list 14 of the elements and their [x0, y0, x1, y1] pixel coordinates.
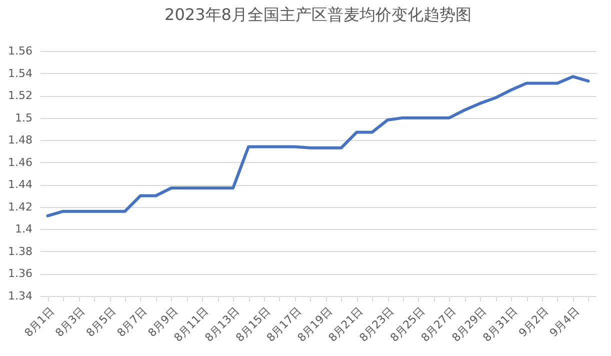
line-series	[46, 75, 590, 218]
y-tick-label: 1.48	[8, 134, 32, 147]
chart-title: 2023年8月全国主产区普麦均价变化趋势图	[164, 5, 472, 24]
y-tick-label: 1.4	[15, 222, 32, 236]
y-tick-label: 1.42	[8, 200, 32, 214]
y-tick-label: 1.44	[8, 178, 32, 192]
y-tick-label: 1.34	[8, 290, 32, 302]
y-tick-label: 1.56	[8, 44, 32, 58]
y-tick-label: 1.38	[8, 244, 32, 258]
y-tick-label: 1.54	[8, 66, 32, 80]
y-tick-label: 1.46	[8, 156, 32, 169]
y-tick-label: 1.5	[15, 111, 32, 124]
y-tick-label: 1.36	[8, 267, 32, 280]
y-tick-label: 1.52	[8, 89, 32, 102]
